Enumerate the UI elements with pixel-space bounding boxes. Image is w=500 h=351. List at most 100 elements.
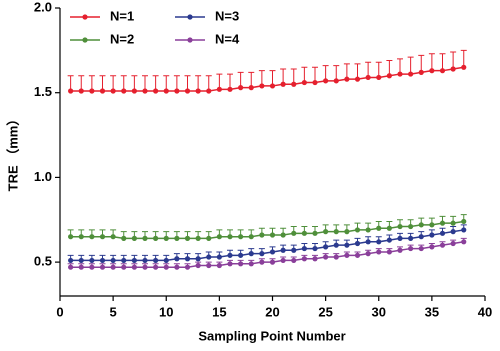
point: [397, 235, 403, 241]
point: [89, 88, 95, 94]
point: [333, 229, 339, 235]
series-line: [70, 220, 464, 240]
point: [269, 83, 276, 89]
point: [206, 88, 212, 94]
point: [131, 235, 137, 241]
error-bar: [407, 56, 414, 75]
legend-label: N=4: [215, 31, 240, 46]
point: [450, 240, 456, 247]
point: [291, 257, 297, 264]
point: [99, 264, 106, 270]
point: [280, 247, 286, 253]
point: [195, 262, 201, 269]
point: [153, 257, 159, 264]
error-bar: [450, 51, 457, 69]
point: [323, 254, 329, 260]
point: [184, 264, 191, 270]
series-line: [70, 241, 464, 268]
point: [121, 235, 127, 241]
point: [163, 235, 169, 241]
point: [269, 232, 276, 238]
point: [439, 220, 446, 226]
point: [259, 259, 265, 265]
point: [397, 223, 403, 230]
point: [163, 264, 169, 270]
point: [408, 235, 414, 241]
point: [397, 71, 403, 77]
legend-marker: [82, 14, 88, 20]
x-tick-label: 25: [318, 304, 332, 319]
point: [291, 230, 297, 236]
point: [301, 256, 307, 262]
point: [216, 254, 222, 260]
point: [195, 235, 201, 241]
legend-label: N=1: [110, 8, 134, 23]
point: [99, 257, 106, 264]
point: [110, 264, 116, 270]
point: [418, 245, 424, 252]
error-bar: [428, 53, 435, 71]
point: [408, 71, 414, 77]
point: [89, 257, 95, 264]
x-tick-label: 0: [56, 304, 63, 319]
point: [174, 264, 180, 270]
point: [206, 262, 212, 269]
point: [153, 235, 159, 241]
series-line: [70, 66, 464, 92]
point: [418, 234, 424, 240]
point: [397, 247, 403, 253]
point: [99, 88, 106, 94]
point: [227, 86, 233, 92]
point: [429, 244, 435, 250]
point: [280, 232, 286, 238]
point: [439, 230, 446, 236]
point: [78, 88, 84, 94]
legend-label: N=2: [110, 31, 134, 46]
point: [280, 81, 286, 87]
point: [354, 240, 361, 247]
legend-label: N=3: [215, 8, 239, 23]
point: [248, 234, 254, 240]
point: [110, 88, 116, 94]
point: [312, 245, 318, 252]
point: [78, 257, 84, 264]
legend-marker: [187, 37, 193, 43]
point: [195, 256, 201, 262]
point: [184, 235, 191, 241]
point: [110, 234, 116, 240]
point: [365, 239, 371, 245]
point: [386, 237, 392, 243]
point: [376, 249, 382, 255]
point: [301, 79, 307, 86]
point: [418, 69, 424, 75]
point: [110, 257, 116, 264]
point: [206, 235, 212, 241]
point: [174, 88, 180, 94]
point: [291, 247, 297, 253]
point: [78, 234, 84, 240]
point: [333, 242, 339, 248]
point: [216, 234, 222, 240]
point: [301, 245, 307, 252]
point: [131, 264, 137, 270]
point: [68, 257, 74, 264]
point: [216, 262, 222, 269]
point: [408, 245, 414, 252]
point: [365, 227, 371, 233]
point: [227, 261, 233, 267]
point: [429, 68, 435, 74]
x-tick-label: 40: [478, 304, 492, 319]
x-tick-label: 20: [265, 304, 279, 319]
point: [312, 256, 318, 262]
point: [68, 234, 74, 240]
point: [259, 83, 265, 89]
point: [68, 264, 74, 270]
x-tick-label: 10: [159, 304, 173, 319]
point: [142, 88, 148, 94]
point: [365, 251, 371, 257]
point: [121, 88, 127, 94]
point: [238, 85, 244, 91]
point: [227, 234, 233, 240]
point: [238, 234, 244, 240]
point: [386, 225, 392, 231]
